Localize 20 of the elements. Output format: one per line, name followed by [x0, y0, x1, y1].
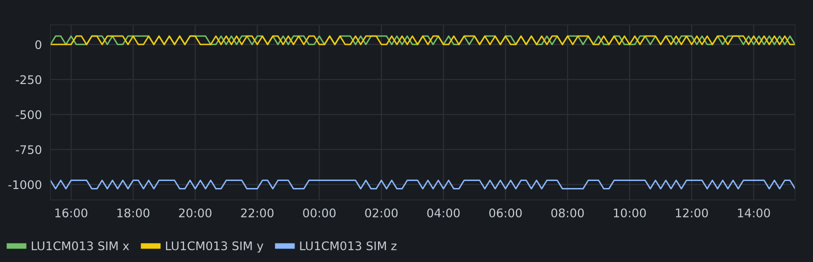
- legend-label: LU1CM013 SIM x: [32, 241, 130, 250]
- x-tick-label: 08:00: [551, 208, 584, 218]
- x-tick-label: 16:00: [55, 208, 88, 218]
- x-tick-label: 18:00: [117, 208, 150, 218]
- legend-label: LU1CM013 SIM z: [300, 241, 396, 250]
- x-tick-label: 14:00: [738, 208, 770, 218]
- x-tick-label: 00:00: [303, 208, 336, 218]
- y-tick-label: 0: [35, 40, 42, 50]
- x-tick-label: 10:00: [614, 208, 646, 218]
- x-tick-label: 02:00: [365, 208, 398, 218]
- y-tick-label: -1000: [8, 180, 42, 190]
- x-tick-label: 06:00: [489, 208, 522, 218]
- x-tick-label: 20:00: [179, 208, 212, 218]
- x-tick-label: 12:00: [676, 208, 708, 218]
- y-tick-label: -250: [16, 75, 42, 84]
- legend-label: LU1CM013 SIM y: [166, 241, 264, 253]
- y-tick-label: -750: [16, 145, 42, 154]
- x-tick-label: 04:00: [427, 208, 460, 218]
- y-tick-label: -500: [16, 110, 42, 120]
- x-tick-label: 22:00: [241, 208, 274, 218]
